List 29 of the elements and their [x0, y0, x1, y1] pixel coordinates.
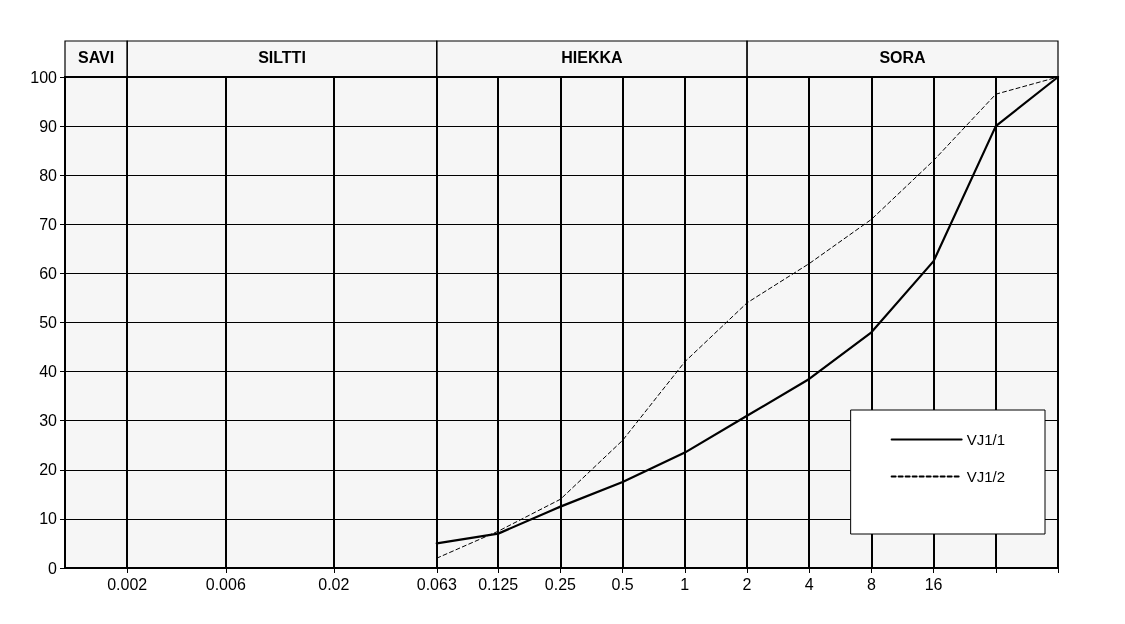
x-tick-label: 0.25 — [544, 575, 577, 593]
x-tick-label: 0.125 — [478, 575, 519, 593]
y-tick-label: 40 — [39, 363, 58, 381]
y-tick-label: 70 — [39, 215, 58, 233]
legend-label: VJ1/1 — [966, 431, 1005, 448]
y-tick-label: 30 — [39, 412, 58, 430]
y-tick-label: 100 — [30, 68, 58, 86]
x-tick-label: 16 — [924, 575, 943, 593]
y-tick-label: 10 — [39, 510, 58, 528]
x-tick-label: 0.063 — [416, 575, 457, 593]
band-label: SORA — [879, 48, 927, 66]
y-tick-label: 60 — [39, 264, 58, 282]
band-label: HIEKKA — [561, 48, 623, 66]
y-tick-label: 90 — [39, 117, 58, 135]
band-label: SILTTI — [258, 48, 306, 66]
x-tick-label: 4 — [804, 575, 814, 593]
x-tick-label: 2 — [742, 575, 752, 593]
x-tick-label: 0.02 — [318, 575, 350, 593]
y-tick-label: 80 — [39, 166, 58, 184]
y-tick-label: 50 — [39, 314, 58, 331]
x-tick-label: 8 — [866, 575, 876, 593]
x-tick-label: 0.006 — [205, 575, 246, 593]
x-tick-label: 0.5 — [611, 575, 634, 593]
x-tick-label: 0.002 — [107, 575, 148, 593]
legend-label: VJ1/2 — [966, 468, 1005, 485]
band-label: SAVI — [78, 48, 115, 66]
x-tick-label: 1 — [680, 575, 690, 593]
y-tick-label: 0 — [48, 559, 58, 577]
y-tick-label: 20 — [39, 461, 58, 479]
